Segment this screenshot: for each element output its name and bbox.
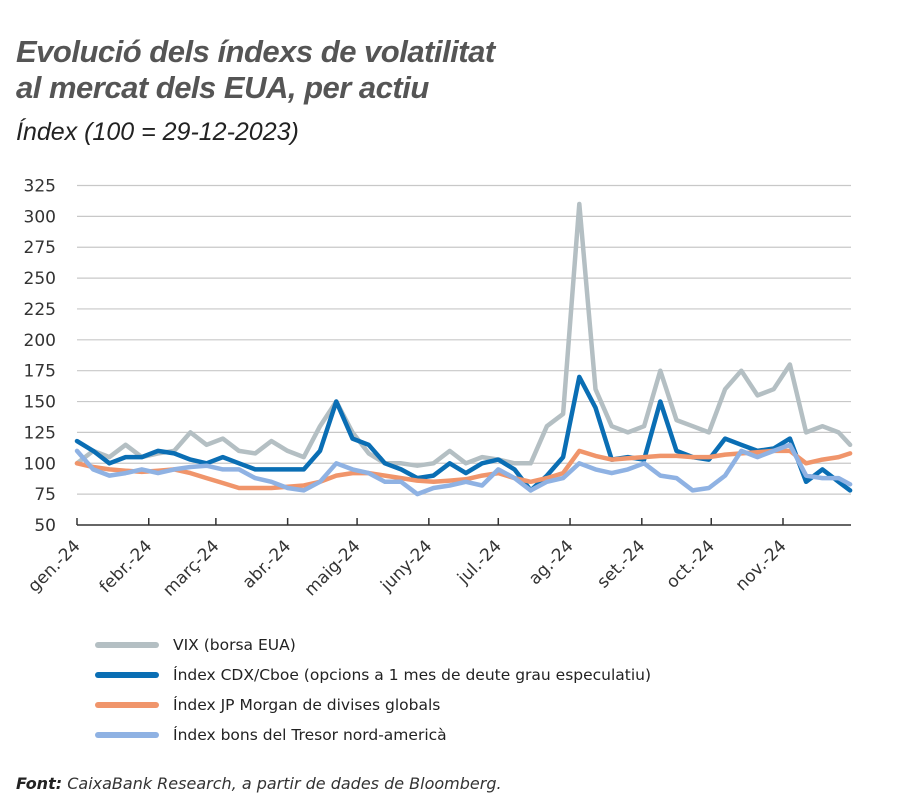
legend-item: VIX (borsa EUA) xyxy=(95,630,651,660)
y-tick-label: 100 xyxy=(24,454,56,474)
title-line-2: al mercat dels EUA, per actiu xyxy=(16,70,429,105)
title-line-1: Evolució dels índexs de volatilitat xyxy=(16,34,495,69)
y-tick-label: 125 xyxy=(24,423,56,443)
legend-label: Índex bons del Tresor nord-americà xyxy=(173,726,447,744)
x-tick-label: maig-24 xyxy=(301,536,365,600)
x-tick-label: gen.-24 xyxy=(24,536,84,596)
series-line-3 xyxy=(74,448,853,491)
y-tick-label: 50 xyxy=(34,516,56,536)
series-line-1 xyxy=(74,201,853,468)
legend-label: VIX (borsa EUA) xyxy=(173,636,296,654)
x-tick-label: ag.-24 xyxy=(525,536,578,589)
series-line-4 xyxy=(74,442,853,497)
y-tick-label: 250 xyxy=(24,269,56,289)
legend-swatch xyxy=(95,702,159,708)
y-tick-label: 275 xyxy=(24,238,56,258)
y-tick-label: 75 xyxy=(34,485,56,505)
legend-item: Índex bons del Tresor nord-americà xyxy=(95,720,651,750)
y-tick-label: 325 xyxy=(24,177,56,197)
legend-item: Índex CDX/Cboe (opcions a 1 mes de deute… xyxy=(95,660,651,690)
x-tick-label: març-24 xyxy=(159,536,223,600)
x-tick-label: abr.-24 xyxy=(239,536,295,592)
x-tick-label: juny-24 xyxy=(376,536,436,596)
legend-item: Índex JP Morgan de divises globals xyxy=(95,690,651,720)
y-tick-label: 175 xyxy=(24,362,56,382)
x-tick-label: jul.-24 xyxy=(453,536,506,589)
x-tick-label: oct.-24 xyxy=(662,536,718,592)
x-tick-label: set.-24 xyxy=(593,536,649,592)
y-tick-label: 225 xyxy=(24,300,56,320)
legend-swatch xyxy=(95,642,159,648)
legend-label: Índex JP Morgan de divises globals xyxy=(173,696,441,714)
legend: VIX (borsa EUA) Índex CDX/Cboe (opcions a… xyxy=(95,630,651,750)
chart-subtitle: Índex (100 = 29-12-2023) xyxy=(16,118,299,146)
source-text: CaixaBank Research, a partir de dades de… xyxy=(62,774,502,793)
y-tick-label: 150 xyxy=(24,393,56,413)
x-tick-label: nov.-24 xyxy=(732,536,791,595)
chart-title: Evolució dels índexs de volatilitat al m… xyxy=(16,34,495,106)
legend-label: Índex CDX/Cboe (opcions a 1 mes de deute… xyxy=(173,666,652,684)
series-line-2 xyxy=(74,374,853,493)
source-note: Font: CaixaBank Research, a partir de da… xyxy=(16,774,502,793)
legend-swatch xyxy=(95,672,159,678)
x-tick-label: febr.-24 xyxy=(96,536,157,597)
source-label: Font: xyxy=(16,774,63,793)
y-tick-label: 300 xyxy=(24,207,56,227)
y-tick-label: 200 xyxy=(24,331,56,351)
legend-swatch xyxy=(95,732,159,738)
